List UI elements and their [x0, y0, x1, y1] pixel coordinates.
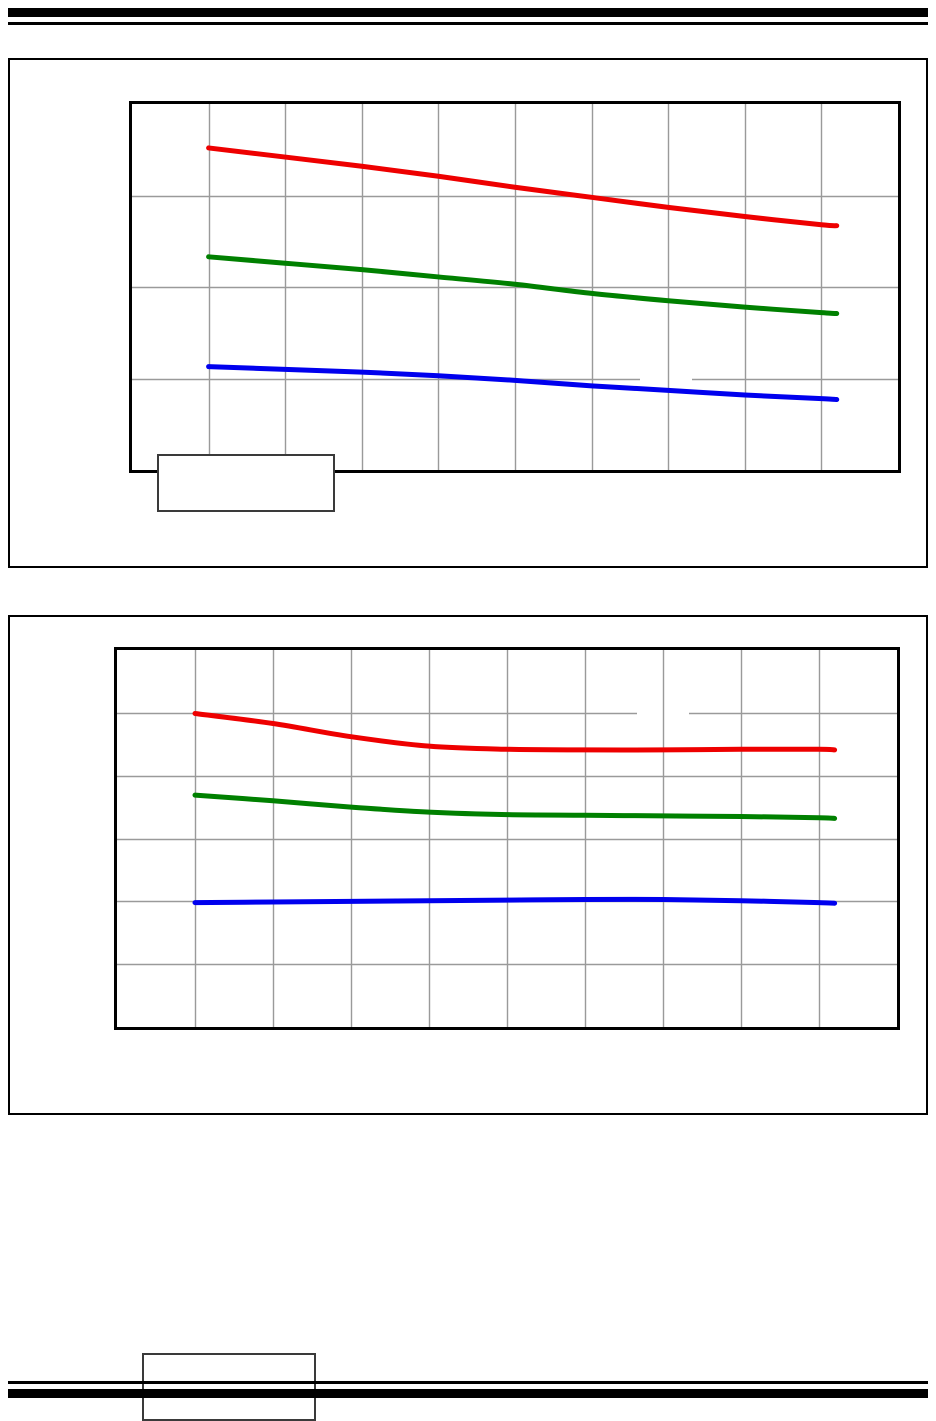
- chart-2-svg: [117, 650, 897, 1027]
- page-bottom-thick-rule: [8, 1389, 928, 1398]
- chart-2-legend-box: [142, 1353, 316, 1421]
- chart-1-plot-area: [129, 101, 901, 473]
- figure-2-frame: [8, 615, 928, 1421]
- page-bottom-thin-rule: [8, 1381, 928, 1384]
- page-top-thick-rule: [8, 8, 928, 17]
- chart-1-svg: [132, 104, 898, 470]
- chart-1-legend-box: [157, 454, 335, 512]
- figure-1-frame: [8, 58, 928, 568]
- chart-2-plot-area: [114, 647, 900, 1030]
- page-top-thin-rule: [8, 22, 928, 25]
